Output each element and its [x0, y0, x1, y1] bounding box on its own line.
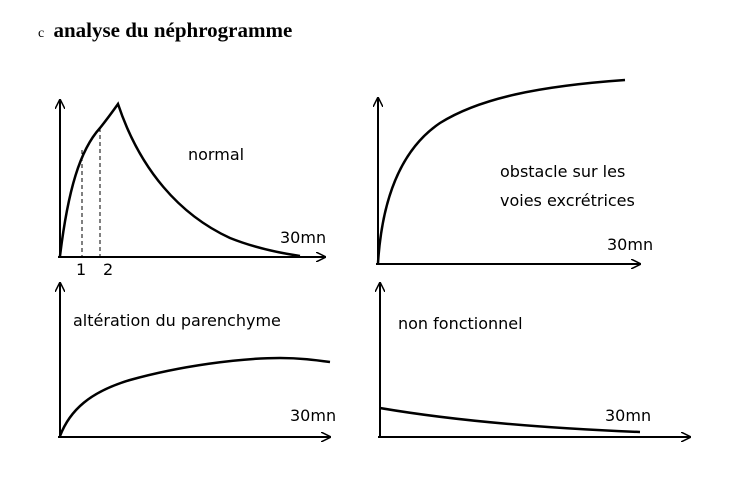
panel-obstacle: obstacle sur les voies excrétrices 30mn [376, 78, 653, 265]
heading-prefix: c [38, 26, 45, 41]
time-label-non-fonctionnel: 30mn [605, 406, 651, 425]
parenchyme-curve [58, 356, 331, 437]
time-label-normal: 30mn [280, 228, 326, 247]
time-label-parenchyme: 30mn [290, 406, 336, 425]
panel-label-obstacle-line1: obstacle sur les [500, 162, 625, 181]
marker-label-2: 2 [103, 260, 113, 279]
heading-title: analyse du néphrogramme [53, 18, 293, 42]
panel-normal: 1 2 normal 30mn [58, 100, 326, 279]
panel-label-obstacle-line2: voies excrétrices [500, 191, 635, 210]
marker-label-1: 1 [76, 260, 86, 279]
obstacle-curve [376, 78, 626, 264]
panel-label-parenchyme: altération du parenchyme [73, 311, 281, 330]
panel-label-normal: normal [188, 145, 244, 164]
time-label-obstacle: 30mn [607, 235, 653, 254]
figure-heading: c analyse du néphrogramme [38, 18, 292, 43]
panel-parenchyme: altération du parenchyme 30mn [58, 283, 336, 438]
non-fonctionnel-curve [379, 406, 641, 434]
normal-curve [58, 101, 301, 258]
panel-label-non-fonctionnel: non fonctionnel [398, 314, 523, 333]
panel-non-fonctionnel: non fonctionnel 30mn [378, 283, 690, 438]
